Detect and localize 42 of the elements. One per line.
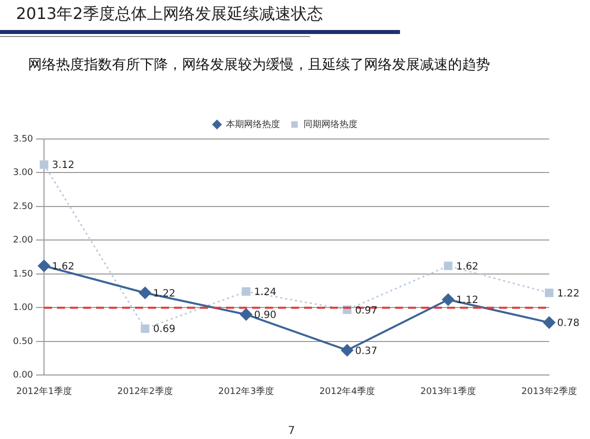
y-tick-label: 0.00 [12, 370, 34, 381]
text: 7 [288, 424, 295, 437]
point [242, 287, 250, 296]
data-label: 1.22 [153, 288, 176, 300]
x-tick-label: 2013年2季度 [521, 386, 578, 397]
y-tick-label: 0.50 [12, 336, 34, 347]
data-label: 1.24 [254, 287, 276, 298]
legend-label: 本期网络热度 [226, 118, 280, 130]
point [240, 308, 252, 320]
y-tick-label: 3.50 [12, 134, 34, 144]
y-tick-label: 2.50 [12, 202, 34, 212]
x-tick-label: 2013年1季度 [420, 386, 476, 397]
data-label: 0.90 [254, 310, 276, 322]
y-tick-label: 1.50 [12, 269, 34, 280]
data-label: 0.78 [557, 318, 580, 330]
data-label: 1.12 [456, 295, 478, 306]
y-tick-label: 3.00 [12, 168, 34, 178]
x-tick-label: 2012年2季度 [117, 386, 173, 397]
point [40, 160, 48, 169]
chart-subtitle: 网络热度指数有所下降，网络发展较为缓慢，且延续了网络发展减速的趋势 [28, 56, 490, 74]
point [139, 286, 152, 299]
data-label: 1.62 [456, 261, 478, 272]
legend-label: 同期网络热度 [304, 118, 358, 130]
point [341, 344, 354, 356]
point [442, 294, 454, 306]
x-tick-label: 2012年4季度 [319, 386, 375, 397]
data-label: 1.62 [52, 261, 74, 272]
data-label: 3.12 [52, 160, 74, 172]
point [543, 316, 556, 329]
data-label: 0.97 [355, 305, 378, 316]
data-label: 0.37 [355, 346, 378, 357]
x-tick-label: 2012年3季度 [218, 386, 274, 397]
x-tick-label: 2012年1季度 [16, 386, 72, 397]
chart-title: 2013年2季度总体上网络发展延续减速状态 [16, 4, 323, 25]
point [444, 262, 452, 270]
y-tick-label: 1.00 [12, 303, 34, 314]
point [140, 324, 150, 333]
data-label: 1.22 [557, 288, 580, 300]
point [38, 260, 50, 272]
point [544, 288, 554, 298]
data-label: 0.69 [153, 324, 176, 336]
y-tick-label: 2.00 [12, 236, 34, 246]
